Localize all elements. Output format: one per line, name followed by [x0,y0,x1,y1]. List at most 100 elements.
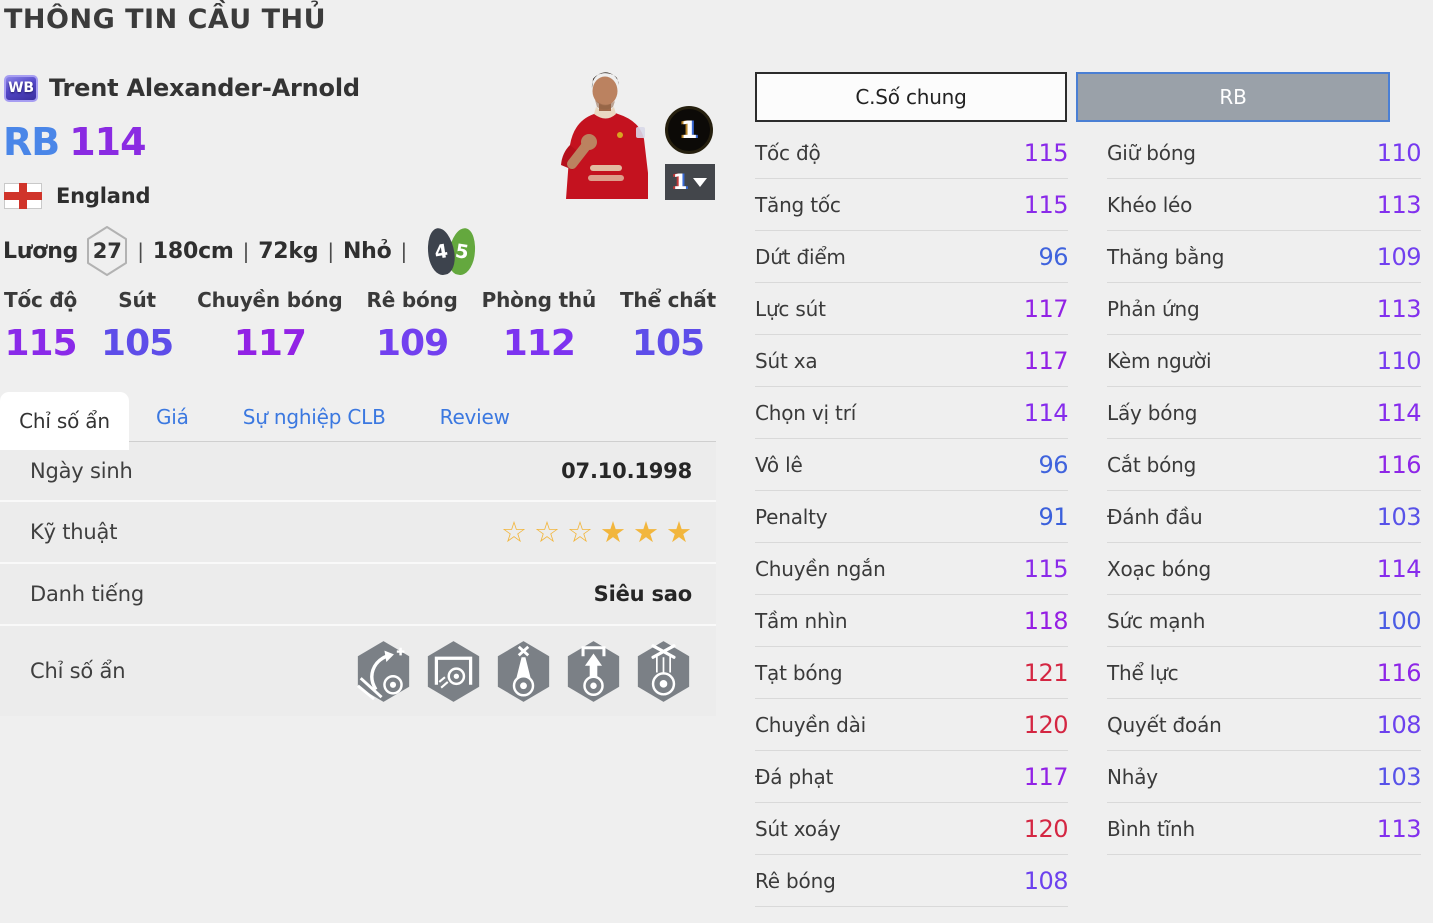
stat-row: Xoạc bóng 114 [1107,543,1422,595]
stat-row: Thể lực 116 [1107,647,1422,699]
stat-label: Tạt bóng [755,660,843,685]
bio-row: Lương 27 | 180cm | 72kg | Nhỏ | 4 5 [3,225,479,277]
star-icon-hollow: ☆ [501,515,534,549]
stat-label: Thể lực [1107,660,1179,685]
nation-name: England [56,184,151,208]
stat-row: Sút xa 117 [755,335,1069,387]
stat-label: Vô lê [755,452,803,477]
row-label: Ngày sinh [30,459,133,483]
wb-card-badge: WB [4,74,38,102]
star-icon-filled: ★ [666,515,699,549]
table-row-fame: Danh tiếng Siêu sao [0,564,716,626]
stat-value: 103 [1376,502,1422,531]
star-icon-filled: ★ [600,515,633,549]
stat-value: 96 [1038,242,1068,271]
stat-label: Khéo léo [1107,192,1193,217]
player-position: RB [3,120,60,164]
stat-value: 113 [1376,814,1422,843]
stat-value: 118 [1023,606,1069,635]
stat-row: Thăng bằng 109 [1107,231,1422,283]
stat-value: 117 [1023,346,1069,375]
stat-label: Sức mạnh [1107,608,1206,633]
stat-value: 103 [1376,762,1422,791]
stat-label: Xoạc bóng [1107,556,1212,581]
stat-value: 114 [1023,398,1069,427]
summary-stat: Rê bóng 109 [367,288,458,364]
stat-list-position: Giữ bóng 110 Khéo léo 113 Thăng bằng 109 Phản … [1107,127,1422,855]
stat-value: 113 [1376,190,1422,219]
caret-down-icon [693,177,708,187]
stat-label: Tốc độ [755,140,821,165]
summary-stat-value: 109 [375,323,449,364]
player-rating: 114 [69,120,146,164]
stat-value: 116 [1376,658,1422,687]
stat-row: Khéo léo 113 [1107,179,1422,231]
tab-hidden-stats[interactable]: Chỉ số ẩn [0,392,129,450]
summary-stat-label: Rê bóng [366,288,458,312]
stat-label: Phản ứng [1107,296,1200,321]
summary-stat: Tốc độ 115 [4,288,78,364]
stat-label: Nhảy [1107,764,1158,789]
stat-row: Tăng tốc 115 [755,179,1069,231]
summary-stat-label: Thể chất [619,288,716,312]
stat-row: Penalty 91 [755,491,1068,543]
summary-stats-row: Tốc độ 115 Sút 105 Chuyền bóng 117 Rê bóng 109 P… [4,288,716,364]
summary-stat-value: 115 [4,323,77,364]
summary-stat: Thể chất 105 [620,288,716,364]
level-circle-badge: 1 [665,106,713,154]
tab-price[interactable]: Giá [156,404,189,429]
stat-label: Rê bóng [755,868,836,893]
stat-label: Dứt điểm [755,244,846,269]
summary-stat-value: 117 [233,323,307,364]
stat-row: Tốc độ 115 [755,127,1069,179]
stat-list-general: Tốc độ 115 Tăng tốc 115 Dứt điểm 96 Lực sút 117… [755,127,1069,907]
strong-foot-value: 5 [453,239,471,263]
stat-row: Chọn vị trí 114 [755,387,1069,439]
vertical-beam-icon [497,640,550,702]
table-row-skill-moves: Kỹ thuật ☆☆☆★★★ [0,502,716,564]
level-dropdown[interactable]: 1 [665,164,715,200]
stat-label: Tăng tốc [755,192,841,217]
star-icon-hollow: ☆ [567,515,600,549]
row-label: Kỹ thuật [30,520,118,544]
stat-row: Lấy bóng 114 [1107,387,1422,439]
england-flag-icon [4,183,42,209]
player-weight: 72kg [258,238,319,264]
birthdate-value: 07.10.1998 [561,459,692,483]
stats-tab-general[interactable]: C.Số chung [755,72,1067,122]
table-row-birthdate: Ngày sinh 07.10.1998 [0,442,716,502]
position-rating-row: RB 114 [3,120,147,164]
table-row-hidden-traits: Chỉ số ẩn [0,626,716,716]
tab-bar: Chỉ số ẩn Giá Sự nghiệp CLB Review [0,392,716,450]
stat-value: 110 [1376,138,1422,167]
summary-stat-value: 105 [101,323,174,364]
level-dropdown-value: 1 [672,170,688,194]
stat-value: 115 [1023,138,1069,167]
stat-row: Chuyền dài 120 [755,699,1069,751]
stat-value: 116 [1376,450,1422,479]
stat-label: Giữ bóng [1107,140,1196,165]
tab-club-career[interactable]: Sự nghiệp CLB [242,404,386,429]
salary-value: 27 [92,239,122,263]
stat-value: 113 [1376,294,1422,323]
stat-value: 114 [1376,554,1422,583]
stat-label: Quyết đoán [1107,712,1222,737]
stats-tab-position[interactable]: RB [1076,72,1390,122]
summary-stat-label: Tốc độ [4,288,78,312]
tab-review[interactable]: Review [439,404,510,429]
goal-shot-icon [427,640,480,702]
stat-value: 96 [1038,450,1068,479]
stat-row: Kèm người 110 [1107,335,1422,387]
weak-foot-value: 4 [432,239,450,263]
hexagon-outline-icon [87,226,128,276]
body-type: Nhỏ [342,238,392,264]
stat-row: Sút xoáy 120 [755,803,1069,855]
summary-stat-value: 112 [502,323,576,364]
separator: | [242,239,250,263]
stat-value: 91 [1038,502,1068,531]
stat-row: Tạt bóng 121 [755,647,1069,699]
stat-label: Đánh đầu [1107,504,1203,529]
stat-value: 110 [1376,346,1422,375]
separator: | [137,239,144,263]
stat-value: 114 [1376,398,1422,427]
